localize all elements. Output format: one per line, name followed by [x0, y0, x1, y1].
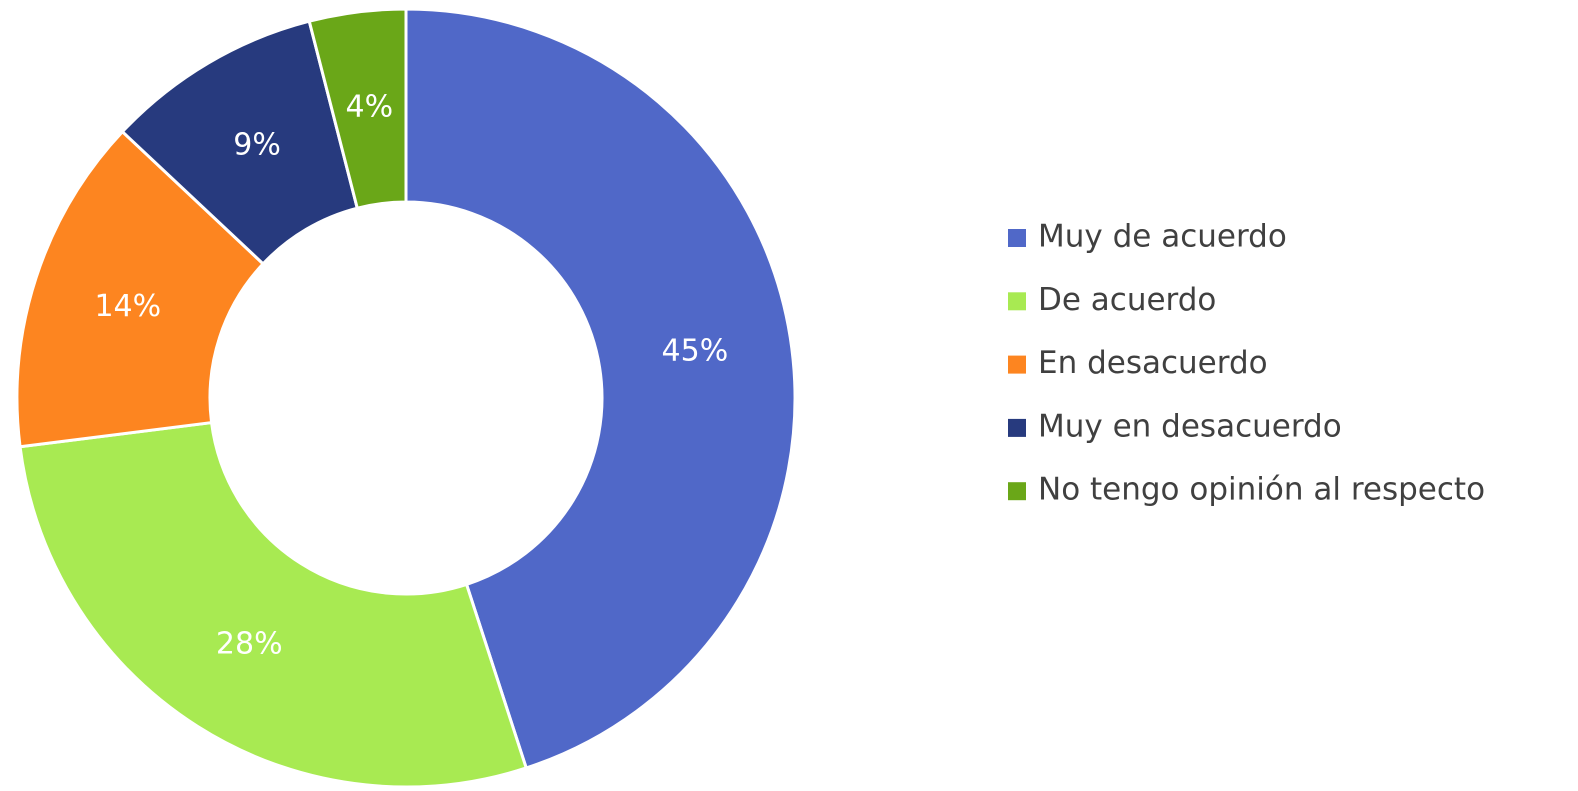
legend-swatch: [1008, 229, 1026, 247]
legend-swatch: [1008, 482, 1026, 501]
data-label: 4%: [346, 89, 394, 124]
donut-segment: [15, 129, 266, 449]
legend-swatch: [1008, 355, 1026, 374]
data-label: 14%: [94, 289, 161, 324]
legend-label: De acuerdo: [1038, 282, 1216, 318]
legend-label: En desacuerdo: [1038, 345, 1268, 381]
data-label: 45%: [662, 334, 729, 369]
donut-segment: [18, 420, 529, 789]
legend-label: Muy de acuerdo: [1038, 219, 1287, 255]
data-label: 28%: [216, 626, 283, 661]
donut-segment: [404, 7, 797, 770]
legend-label: No tengo opinión al respecto: [1038, 472, 1485, 508]
legend-swatch: [1008, 418, 1026, 437]
legend-swatch: [1008, 292, 1026, 311]
donut-segment: [307, 7, 408, 210]
legend-label: Muy en desacuerdo: [1038, 408, 1342, 444]
data-label: 9%: [233, 128, 281, 163]
